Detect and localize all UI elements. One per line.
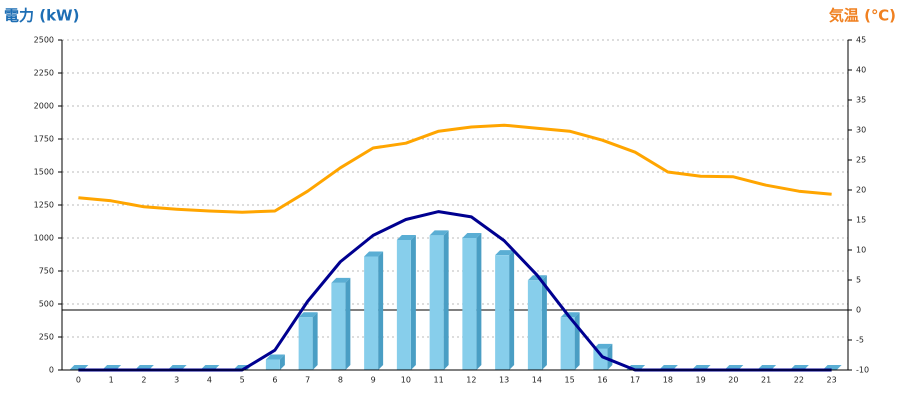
- bar-top: [495, 250, 515, 256]
- bar-top: [593, 343, 613, 349]
- bar-front: [462, 238, 477, 370]
- y-axis-title: 電力 (kW): [4, 7, 79, 25]
- y-tick-label: 1500: [34, 168, 54, 177]
- x-tick-label: 1: [109, 376, 114, 385]
- bar-side: [378, 251, 384, 370]
- y2-tick-label: -5: [856, 336, 864, 345]
- bar-side: [279, 354, 285, 370]
- bar-side: [607, 343, 613, 370]
- x-tick-label: 12: [466, 376, 476, 385]
- y2-tick-label: 40: [856, 66, 866, 75]
- y2-tick-label: 15: [856, 216, 866, 225]
- x-tick-label: 11: [434, 376, 444, 385]
- x-tick-label: 21: [761, 376, 771, 385]
- x-tick-label: 16: [597, 376, 607, 385]
- x-tick-label: 7: [305, 376, 310, 385]
- bar-side: [443, 230, 449, 370]
- x-tick-label: 3: [174, 376, 179, 385]
- bar-front: [429, 235, 444, 370]
- y2-tick-label: -10: [856, 366, 869, 375]
- y-tick-label: 250: [39, 333, 54, 342]
- y-tick-label: 0: [49, 366, 54, 375]
- line-series: [78, 123, 832, 214]
- line-series: [78, 210, 832, 372]
- bar-top: [265, 354, 285, 360]
- x-tick-label: 0: [76, 376, 81, 385]
- x-tick-label: 4: [207, 376, 212, 385]
- bar: [429, 230, 449, 370]
- bar: [364, 251, 384, 370]
- bar-side: [509, 250, 515, 370]
- y2-tick-label: 35: [856, 96, 866, 105]
- bar-front: [593, 348, 608, 370]
- y-tick-label: 750: [39, 267, 54, 276]
- bar-side: [345, 277, 351, 370]
- x-tick-label: 19: [696, 376, 706, 385]
- y-tick-label: 2500: [34, 36, 54, 45]
- bar: [593, 343, 613, 370]
- x-tick-label: 13: [499, 376, 509, 385]
- bar: [527, 275, 547, 370]
- bar: [265, 354, 285, 370]
- bar: [495, 250, 515, 370]
- bar-side: [574, 312, 580, 370]
- y2-tick-label: 30: [856, 126, 866, 135]
- bar-top: [331, 277, 351, 283]
- y-tick-label: 2250: [34, 69, 54, 78]
- bar-side: [476, 233, 482, 370]
- x-tick-label: 18: [663, 376, 673, 385]
- bar: [298, 312, 318, 370]
- y2-tick-label: 20: [856, 186, 866, 195]
- bar: [331, 277, 351, 370]
- x-tick-label: 14: [532, 376, 542, 385]
- bar-top: [429, 230, 449, 236]
- y-tick-label: 2000: [34, 102, 54, 111]
- bar-front: [495, 255, 510, 370]
- x-tick-label: 9: [371, 376, 376, 385]
- x-tick-label: 10: [401, 376, 411, 385]
- bar: [396, 234, 416, 370]
- bar-top: [396, 234, 416, 240]
- bar-side: [541, 275, 547, 370]
- x-tick-label: 2: [141, 376, 146, 385]
- bar-side: [312, 312, 318, 370]
- x-tick-label: 8: [338, 376, 343, 385]
- y2-tick-label: 25: [856, 156, 866, 165]
- x-tick-label: 23: [827, 376, 837, 385]
- bar-front: [560, 317, 575, 370]
- bar-top: [364, 251, 384, 257]
- y-tick-label: 1000: [34, 234, 54, 243]
- bar-front: [298, 317, 313, 370]
- x-tick-label: 5: [240, 376, 245, 385]
- bar-top: [298, 312, 318, 318]
- y2-tick-label: 10: [856, 246, 866, 255]
- y-tick-label: 1250: [34, 201, 54, 210]
- y2-tick-label: 5: [856, 276, 861, 285]
- x-tick-label: 17: [630, 376, 640, 385]
- x-tick-label: 22: [794, 376, 804, 385]
- bar-front: [331, 282, 346, 370]
- y2-axis-title: 気温 (℃): [829, 7, 896, 25]
- x-tick-label: 6: [272, 376, 277, 385]
- y2-tick-label: 0: [856, 306, 861, 315]
- bar-side: [410, 234, 416, 370]
- x-tick-label: 15: [565, 376, 575, 385]
- y-tick-label: 1750: [34, 135, 54, 144]
- y-tick-label: 500: [39, 300, 54, 309]
- y2-tick-label: 45: [856, 36, 866, 45]
- bar: [462, 233, 482, 370]
- bar-front: [527, 280, 542, 370]
- bar: [560, 312, 580, 370]
- bar-front: [364, 256, 379, 370]
- bar-front: [396, 239, 411, 370]
- bar-front: [265, 359, 280, 370]
- bar-top: [462, 233, 482, 238]
- x-tick-label: 20: [728, 376, 738, 385]
